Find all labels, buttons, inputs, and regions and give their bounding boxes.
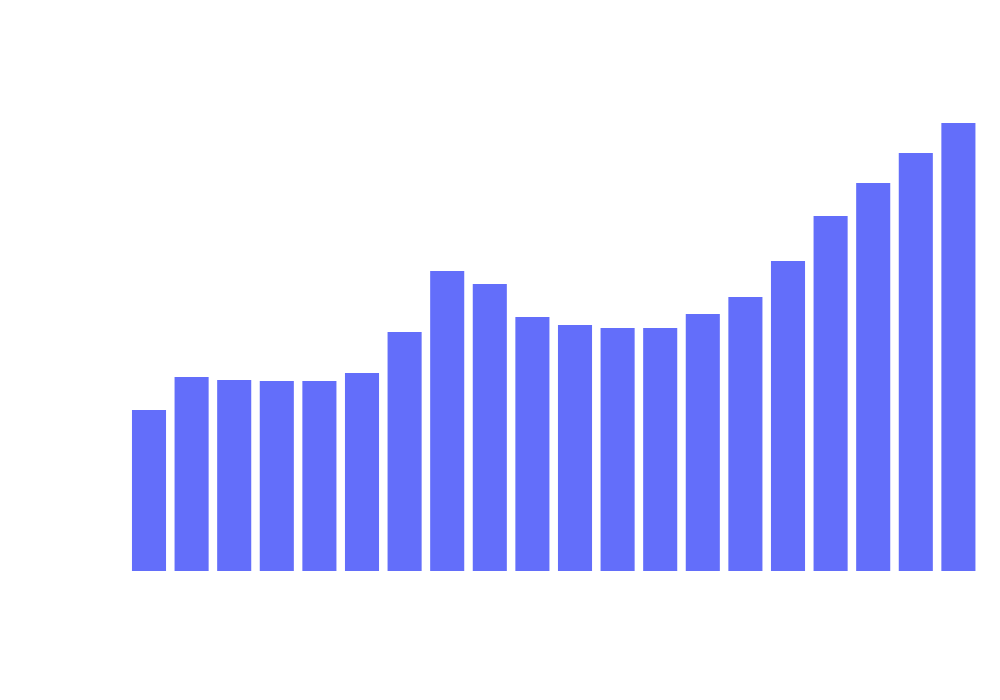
bar (259, 381, 294, 571)
bar (174, 377, 209, 571)
bar (387, 332, 422, 571)
bar (941, 123, 976, 571)
bar (856, 183, 891, 571)
bar (600, 328, 635, 571)
bar (685, 314, 720, 571)
bar (515, 317, 550, 571)
bar (344, 373, 380, 571)
bar (643, 328, 678, 571)
bar (472, 284, 507, 571)
bar (131, 410, 167, 571)
bar (770, 261, 806, 571)
bar (728, 297, 763, 571)
bar (898, 153, 933, 571)
bar (557, 325, 593, 571)
bar (302, 381, 337, 571)
bar (813, 216, 848, 571)
bar (217, 380, 252, 571)
bar (430, 271, 465, 571)
